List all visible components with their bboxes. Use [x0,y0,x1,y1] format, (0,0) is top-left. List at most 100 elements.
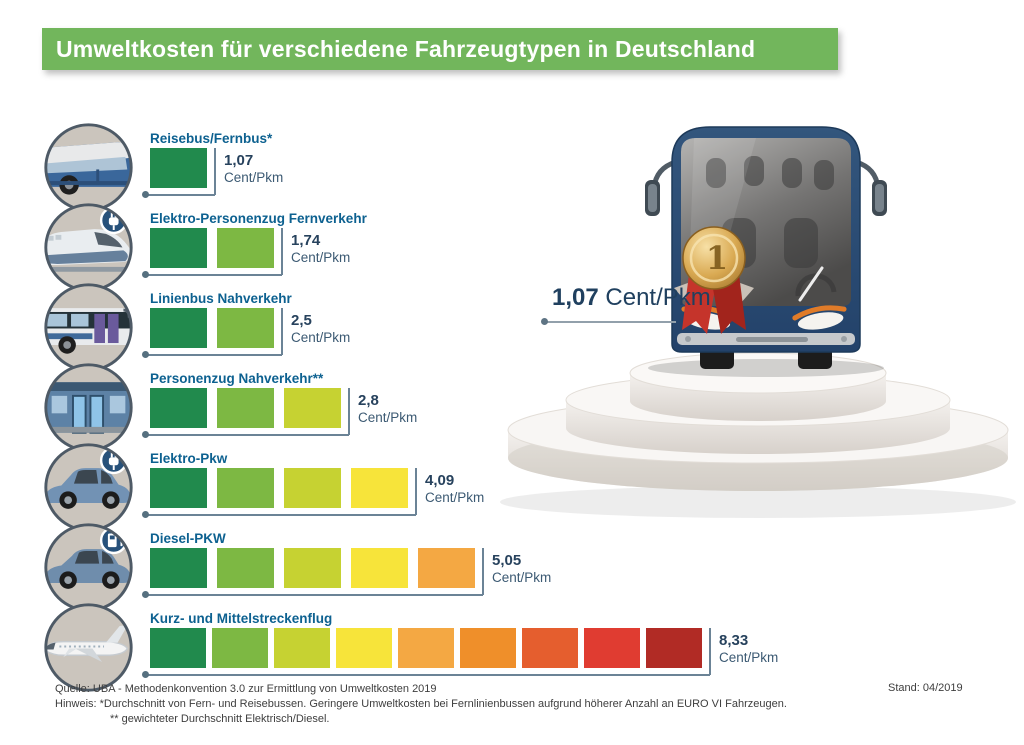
value-label: 2,5 Cent/Pkm [291,312,350,346]
cost-block [217,548,274,588]
axis-vline [281,308,283,355]
axis-hline [146,274,282,276]
value-label: 8,33 Cent/Pkm [719,632,778,666]
row-body: Elektro-Personenzug Fernverkehr 1,74 Cent/… [142,211,367,278]
axis-hline [146,674,710,676]
cost-block [212,628,268,668]
gold-medal: 1 [674,226,754,334]
cost-block [150,388,207,428]
row-body: Reisebus/Fernbus* 1,07 Cent/Pkm [142,131,283,198]
cost-block [284,388,341,428]
cost-blocks [150,228,274,268]
bus-mirror-left [645,159,679,216]
axis-hline [146,514,416,516]
bus-headlight-right [792,305,847,330]
cost-block [150,548,207,588]
category-label: Diesel-PKW [150,531,226,546]
value-unit: Cent/Pkm [291,330,351,345]
cost-block [284,548,341,588]
cost-block [150,468,207,508]
cost-block [646,628,702,668]
regional-train-icon [40,359,137,456]
axis-hline [146,434,349,436]
cost-block [217,228,274,268]
value-unit: Cent/Pkm [492,570,552,585]
electric-car-icon [40,439,137,536]
category-label: Elektro-Pkw [150,451,228,466]
axis-hline [146,354,282,356]
cost-blocks [150,308,274,348]
axis-vline [348,388,350,435]
value-unit: Cent/Pkm [719,650,779,665]
cost-block [398,628,454,668]
row-body: Personenzug Nahverkehr** 2,8 Cent/Pkm [142,371,417,438]
hint-note: Hinweis: *Durchschnitt von Fern- und Rei… [55,698,787,710]
axis-origin-dot [142,191,149,198]
cost-block [284,468,341,508]
hint-note-2: ** gewichteter Durchschnitt Elektrisch/D… [110,713,330,725]
row-body: Elektro-Pkw 4,09 Cent/Pkm [142,451,484,518]
value-number: 1,07 [224,152,254,169]
value-number: 1,74 [291,232,321,249]
axis-origin-dot [142,351,149,358]
row-body: Kurz- und Mittelstreckenflug 8,33 Cent/Pkm [142,611,778,678]
cost-block [150,308,207,348]
cost-block [150,228,207,268]
axis-origin-dot [142,511,149,518]
diesel-car-icon [40,519,137,616]
electric-train-icon [40,199,137,296]
value-unit: Cent/Pkm [224,170,284,185]
category-label: Personenzug Nahverkehr** [150,371,324,386]
podium [500,352,1016,518]
cost-block [351,548,408,588]
cost-blocks [150,628,702,668]
coach-bus-icon [40,119,137,216]
podium-ground-shadow [500,486,1016,518]
cost-blocks [150,468,408,508]
coach-bus-front: 1 [645,126,887,377]
callout-leader-line [546,321,676,323]
axis-origin-dot [142,271,149,278]
cost-block [150,628,206,668]
row-body: Linienbus Nahverkehr 2,5 Cent/Pkm [142,291,350,358]
callout-leader-dot [541,318,548,325]
winner-callout: 1,07 Cent/Pkm [552,284,711,312]
bus-shadow [648,359,884,377]
value-number: 5,05 [492,552,522,569]
value-label: 2,8 Cent/Pkm [358,392,417,426]
cost-block [150,148,207,188]
winner-unit: Cent/Pkm [605,284,711,311]
axis-hline [146,594,483,596]
source-note: Quelle: UBA - Methodenkonvention 3.0 zur… [55,683,437,695]
wiper-highlight [798,266,824,302]
cost-blocks [150,388,341,428]
value-number: 4,09 [425,472,455,489]
winner-value: 1,07 [552,284,599,311]
axis-vline [709,628,711,675]
airplane-icon [40,599,137,696]
category-label: Kurz- und Mittelstreckenflug [150,611,333,626]
value-unit: Cent/Pkm [425,490,485,505]
cost-block [351,468,408,508]
page-title: Umweltkosten für verschiedene Fahrzeugty… [56,35,756,62]
cost-block [460,628,516,668]
category-label: Linienbus Nahverkehr [150,291,292,306]
medal-ring [689,233,739,283]
axis-origin-dot [142,591,149,598]
axis-hline [146,194,215,196]
value-label: 4,09 Cent/Pkm [425,472,484,506]
cost-block [217,308,274,348]
title-banner: Umweltkosten für verschiedene Fahrzeugty… [42,28,838,70]
cost-block [584,628,640,668]
cost-block [217,388,274,428]
cost-block [418,548,475,588]
axis-vline [214,148,216,195]
value-number: 8,33 [719,632,749,649]
city-bus-icon [40,279,137,376]
cost-block [217,468,274,508]
axis-vline [482,548,484,595]
value-label: 5,05 Cent/Pkm [492,552,551,586]
cost-block [274,628,330,668]
row-body: Diesel-PKW 5,05 Cent/Pkm [142,531,551,598]
